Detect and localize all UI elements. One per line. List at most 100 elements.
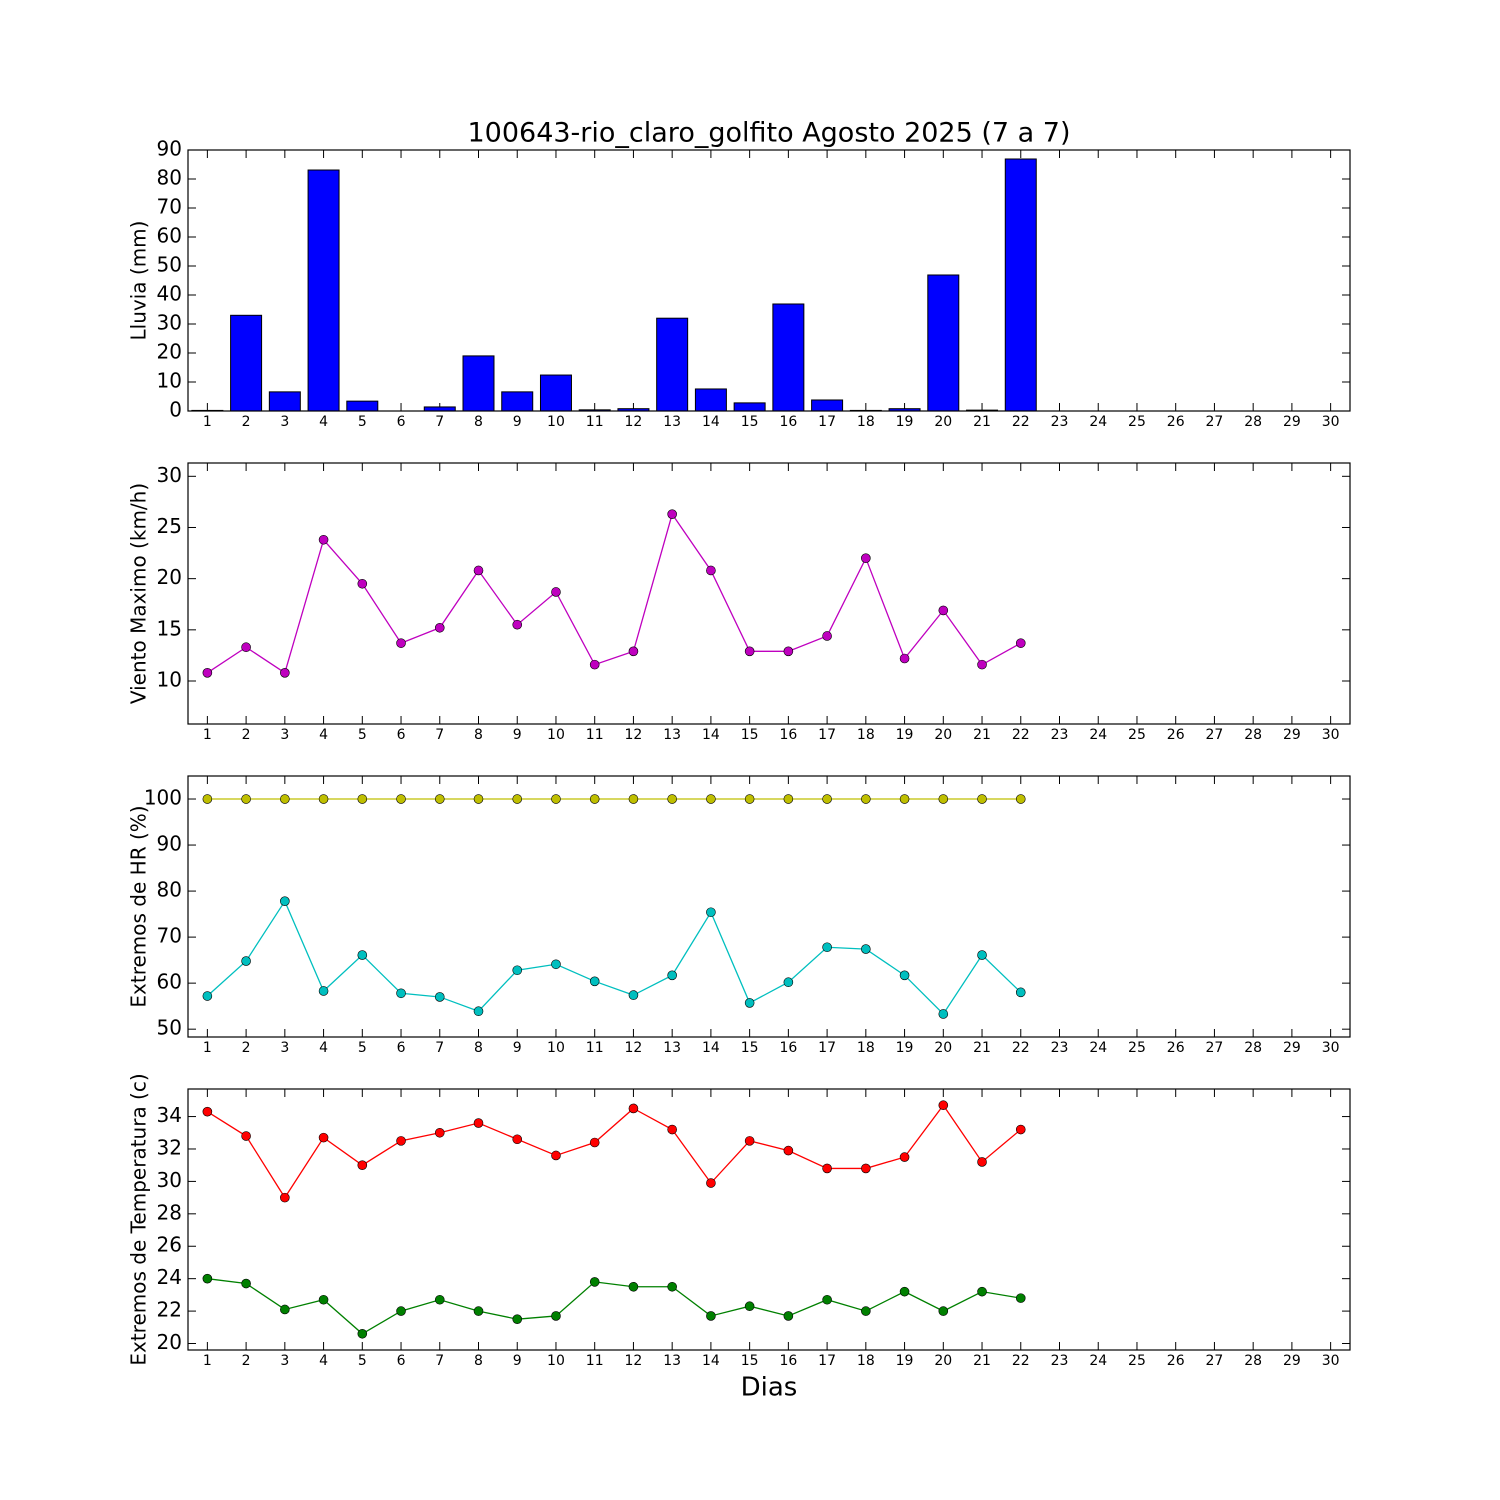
x-tick-label: 12 bbox=[625, 1353, 643, 1369]
bar bbox=[501, 391, 534, 412]
bar bbox=[656, 317, 689, 412]
x-tick-label: 23 bbox=[1051, 1040, 1069, 1056]
point bbox=[473, 1118, 484, 1128]
x-tick-label: 17 bbox=[818, 1353, 836, 1369]
x-tick-label: 21 bbox=[973, 727, 991, 743]
x-tick-label: 20 bbox=[934, 1040, 952, 1056]
y-tick-label: 15 bbox=[157, 616, 182, 640]
y-tick-label: 22 bbox=[157, 1298, 182, 1322]
x-tick-label: 24 bbox=[1089, 414, 1107, 430]
x-tick-label: 30 bbox=[1322, 414, 1340, 430]
x-tick-label: 5 bbox=[358, 1353, 367, 1369]
y-tick-label: 10 bbox=[157, 668, 182, 692]
point bbox=[706, 1178, 716, 1188]
point bbox=[202, 794, 213, 804]
point bbox=[822, 1294, 832, 1305]
point bbox=[1015, 1124, 1026, 1135]
point bbox=[396, 638, 406, 648]
x-tick-label: 10 bbox=[547, 727, 565, 743]
x-tick-label: 7 bbox=[435, 414, 444, 430]
point bbox=[434, 794, 445, 804]
point bbox=[667, 509, 677, 519]
y-tick-label: 10 bbox=[157, 369, 182, 393]
axes-frame bbox=[187, 775, 1351, 1038]
x-tick-label: 20 bbox=[934, 1353, 952, 1369]
x-tick-label: 1 bbox=[203, 1040, 212, 1056]
point bbox=[977, 794, 987, 804]
y-axis-label: Lluvia (mm) bbox=[127, 221, 151, 341]
point bbox=[512, 1134, 523, 1145]
y-tick-label: 0 bbox=[169, 398, 182, 422]
x-tick-label: 29 bbox=[1283, 1040, 1301, 1056]
x-tick-label: 16 bbox=[779, 1353, 797, 1369]
x-tick-label: 15 bbox=[741, 1353, 759, 1369]
x-tick-label: 14 bbox=[702, 414, 720, 430]
x-tick-label: 26 bbox=[1167, 1353, 1185, 1369]
point bbox=[861, 553, 871, 563]
x-tick-label: 30 bbox=[1322, 1040, 1340, 1056]
x-tick-label: 8 bbox=[474, 1040, 483, 1056]
point bbox=[938, 605, 949, 616]
point bbox=[977, 950, 987, 960]
point bbox=[706, 565, 716, 576]
point bbox=[783, 646, 794, 657]
y-tick-label: 30 bbox=[157, 463, 182, 487]
point bbox=[1015, 1293, 1026, 1303]
x-tick-label: 26 bbox=[1167, 727, 1185, 743]
x-tick-label: 10 bbox=[547, 1353, 565, 1369]
x-tick-label: 8 bbox=[474, 727, 483, 743]
x-tick-label: 18 bbox=[857, 1353, 875, 1369]
x-tick-label: 17 bbox=[818, 1040, 836, 1056]
x-tick-label: 21 bbox=[973, 1353, 991, 1369]
x-tick-label: 15 bbox=[741, 1040, 759, 1056]
point bbox=[396, 988, 406, 999]
x-tick-label: 18 bbox=[857, 1040, 875, 1056]
point bbox=[318, 794, 329, 804]
y-tick-label: 50 bbox=[157, 253, 182, 277]
y-tick-label: 26 bbox=[157, 1233, 182, 1257]
point bbox=[861, 1306, 871, 1316]
y-tick-label: 50 bbox=[157, 1016, 182, 1040]
point bbox=[202, 1273, 213, 1284]
series-line bbox=[206, 899, 1022, 1016]
x-tick-label: 12 bbox=[625, 414, 643, 430]
y-tick-label: 40 bbox=[157, 282, 182, 306]
bar bbox=[268, 391, 301, 412]
point bbox=[783, 794, 794, 804]
x-tick-label: 28 bbox=[1244, 1040, 1262, 1056]
point bbox=[899, 970, 910, 981]
point bbox=[628, 990, 639, 1000]
x-tick-label: 7 bbox=[435, 727, 444, 743]
point bbox=[938, 1100, 949, 1111]
y-tick-label: 32 bbox=[157, 1135, 182, 1159]
x-tick-label: 2 bbox=[242, 1353, 251, 1369]
point bbox=[938, 1306, 949, 1316]
point bbox=[512, 794, 523, 804]
y-tick-label: 60 bbox=[157, 224, 182, 248]
point bbox=[744, 1136, 755, 1146]
x-tick-label: 25 bbox=[1128, 727, 1146, 743]
point bbox=[434, 1294, 445, 1305]
point bbox=[589, 659, 600, 670]
point bbox=[241, 642, 251, 653]
x-tick-label: 12 bbox=[625, 727, 643, 743]
x-tick-label: 16 bbox=[779, 727, 797, 743]
y-tick-label: 80 bbox=[157, 166, 182, 190]
x-tick-label: 29 bbox=[1283, 414, 1301, 430]
point bbox=[977, 1157, 987, 1167]
point bbox=[1015, 638, 1026, 648]
point bbox=[822, 631, 832, 641]
point bbox=[783, 1311, 794, 1321]
point bbox=[551, 1150, 561, 1161]
x-tick-label: 26 bbox=[1167, 1040, 1185, 1056]
point bbox=[512, 1314, 523, 1324]
x-tick-label: 28 bbox=[1244, 1353, 1262, 1369]
x-tick-label: 26 bbox=[1167, 414, 1185, 430]
x-tick-label: 3 bbox=[280, 1040, 289, 1056]
x-tick-label: 29 bbox=[1283, 727, 1301, 743]
x-tick-label: 12 bbox=[625, 1040, 643, 1056]
point bbox=[706, 794, 716, 804]
x-tick-label: 4 bbox=[319, 1040, 328, 1056]
point bbox=[357, 1160, 368, 1170]
point bbox=[783, 1145, 794, 1156]
